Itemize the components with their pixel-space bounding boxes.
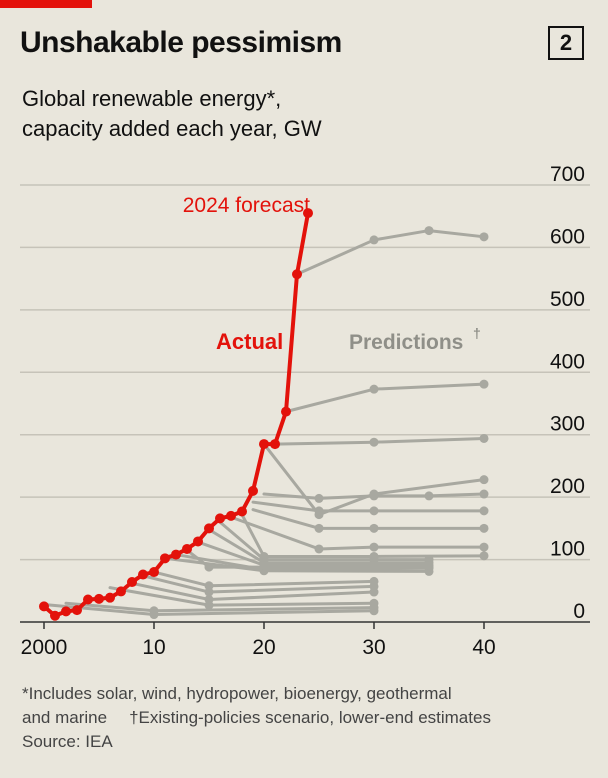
prediction-point: [369, 489, 379, 499]
actual-point: [215, 513, 225, 524]
y-tick-label: 400: [550, 350, 585, 373]
prediction-point: [479, 433, 489, 443]
brand-red-bar: [0, 0, 92, 8]
chart-subtitle: Global renewable energy*, capacity added…: [22, 84, 322, 144]
x-tick-label: 30: [362, 636, 385, 659]
actual-point: [259, 439, 269, 450]
footnote-line-2a: and marine: [22, 708, 108, 727]
actual-point: [281, 406, 291, 417]
footnote-line-1: *Includes solar, wind, hydropower, bioen…: [22, 684, 452, 703]
actual-point: [237, 506, 247, 517]
prediction-point: [149, 606, 159, 616]
prediction-point: [479, 506, 489, 516]
prediction-line: [251, 500, 486, 513]
forecast-annotation: 2024 forecast: [183, 194, 310, 217]
subtitle-line-1: Global renewable energy*,: [22, 86, 282, 111]
actual-point: [182, 543, 192, 554]
prediction-point: [369, 235, 379, 245]
prediction-point: [479, 523, 489, 533]
prediction-point: [369, 542, 379, 552]
actual-point: [138, 569, 148, 580]
actual-point: [127, 577, 137, 588]
actual-point: [105, 592, 115, 603]
prediction-line: [273, 436, 486, 446]
prediction-point: [314, 493, 324, 503]
actual-point: [160, 553, 170, 564]
renewable-capacity-chart: 0 100 200 300 400 500 600 700 2000 10 20 30 40 2024 f…: [20, 163, 590, 659]
footnote-line-2b: †Existing-policies scenario, lower-end e…: [129, 708, 491, 727]
y-tick-label: 300: [550, 413, 585, 436]
prediction-point: [479, 379, 489, 389]
prediction-line: [295, 229, 486, 276]
prediction-point: [204, 587, 214, 597]
prediction-point: [369, 576, 379, 586]
prediction-point: [479, 489, 489, 499]
prediction-point: [424, 226, 434, 236]
x-tick-label: 2000: [21, 636, 68, 659]
actual-point: [303, 208, 313, 219]
prediction-point: [369, 523, 379, 533]
prediction-point: [424, 491, 434, 501]
actual-point: [50, 610, 60, 621]
actual-point: [171, 549, 181, 560]
actual-point: [292, 269, 302, 280]
actual-point: [94, 593, 104, 604]
prediction-line: [262, 442, 486, 517]
prediction-line: [218, 520, 431, 562]
actual-point: [226, 510, 236, 521]
actual-point: [193, 536, 203, 547]
prediction-point: [204, 595, 214, 605]
prediction-point: [204, 562, 214, 572]
actual-point: [270, 439, 280, 450]
prediction-point: [314, 523, 324, 533]
actual-point: [83, 594, 93, 605]
chart-number-badge: 2: [548, 26, 584, 60]
actual-point: [72, 605, 82, 616]
prediction-line: [229, 515, 486, 551]
footnotes: *Includes solar, wind, hydropower, bioen…: [22, 682, 491, 754]
actual-point: [61, 606, 71, 617]
prediction-point: [479, 542, 489, 552]
actual-annotation: Actual: [216, 329, 283, 354]
y-tick-label: 200: [550, 475, 585, 498]
prediction-point: [204, 581, 214, 591]
prediction-point: [314, 510, 324, 520]
prediction-point: [369, 551, 379, 561]
source-note: Source: IEA: [22, 732, 113, 751]
actual-point: [204, 523, 214, 534]
y-tick-label: 100: [550, 538, 585, 561]
prediction-point: [259, 551, 269, 561]
prediction-point: [369, 598, 379, 608]
prediction-point: [369, 437, 379, 447]
subtitle-line-2: capacity added each year, GW: [22, 116, 322, 141]
prediction-line: [284, 382, 486, 414]
prediction-line: [251, 508, 486, 530]
actual-point: [39, 601, 49, 612]
actual-point: [149, 567, 159, 578]
x-tick-label: 40: [472, 636, 495, 659]
y-tick-label: 600: [550, 225, 585, 248]
prediction-point: [479, 551, 489, 561]
prediction-point: [369, 384, 379, 394]
actual-point: [248, 485, 258, 496]
y-tick-label: 0: [573, 600, 585, 623]
x-tick-label: 10: [142, 636, 165, 659]
predictions-annotation: Predictions: [349, 331, 463, 354]
chart-title: Unshakable pessimism: [20, 26, 342, 59]
predictions-dagger: †: [473, 325, 481, 341]
prediction-point: [479, 475, 489, 485]
prediction-point: [314, 544, 324, 554]
x-tick-label: 20: [252, 636, 275, 659]
y-tick-label: 700: [550, 163, 585, 186]
prediction-point: [369, 506, 379, 516]
prediction-line: [240, 513, 486, 558]
y-tick-label: 500: [550, 288, 585, 311]
footnote-line-2: and marine †Existing-policies scenario, l…: [22, 706, 491, 730]
prediction-point: [479, 232, 489, 242]
actual-point: [116, 586, 126, 597]
